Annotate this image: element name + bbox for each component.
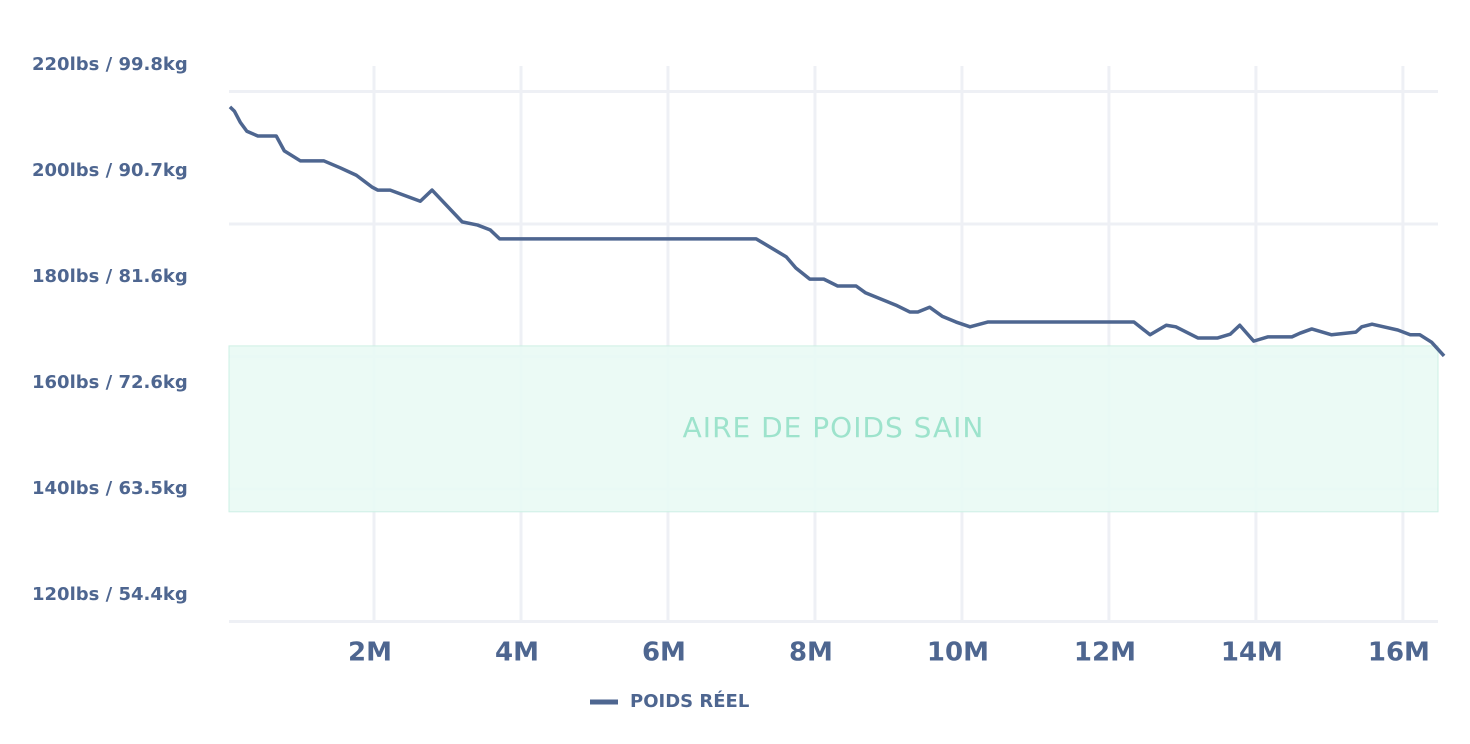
- y-tick-label: 180lbs / 81.6kg: [32, 266, 188, 287]
- y-tick-label: 140lbs / 63.5kg: [32, 478, 188, 499]
- x-tick-label: 2M: [348, 638, 392, 668]
- x-tick-label: 8M: [789, 638, 833, 668]
- y-tick-label: 220lbs / 99.8kg: [32, 54, 188, 75]
- y-tick-label: 200lbs / 90.7kg: [32, 160, 188, 181]
- weight-line: [228, 105, 1446, 358]
- y-tick-label: 160lbs / 72.6kg: [32, 372, 188, 393]
- x-tick-label: 4M: [495, 638, 539, 668]
- legend-label: POIDS RÉEL: [630, 690, 749, 712]
- x-tick-label: 6M: [642, 638, 686, 668]
- band-label: AIRE DE POIDS SAIN: [683, 411, 985, 444]
- x-tick-label: 12M: [1074, 638, 1136, 668]
- x-tick-label: 10M: [927, 638, 989, 668]
- y-tick-label: 120lbs / 54.4kg: [32, 584, 188, 605]
- x-tick-label: 14M: [1221, 638, 1283, 668]
- healthy-band: [228, 345, 1439, 513]
- x-tick-label: 16M: [1368, 638, 1430, 668]
